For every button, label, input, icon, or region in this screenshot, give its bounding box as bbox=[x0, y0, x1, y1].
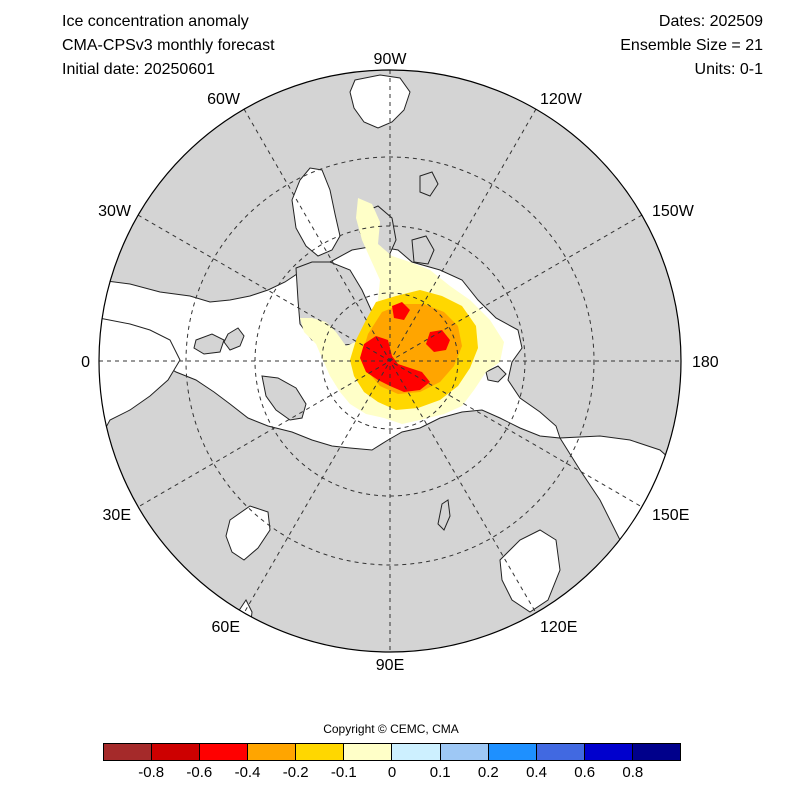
map-title: Ice concentration anomaly bbox=[62, 13, 249, 30]
header-right: Dates: 202509 Ensemble Size = 21 Units: … bbox=[620, 12, 763, 84]
label-30e: 30E bbox=[103, 507, 131, 524]
initial-date: Initial date: 20250601 bbox=[62, 61, 216, 78]
units-label: Units: 0-1 bbox=[694, 61, 763, 78]
label-150w: 150W bbox=[652, 203, 695, 220]
header-left: Ice concentration anomaly CMA-CPSv3 mont… bbox=[62, 12, 275, 84]
forecast-dates: Dates: 202509 bbox=[658, 13, 763, 30]
anomaly-red-patch bbox=[426, 330, 450, 352]
longitude-labels: 90W 120W 150W 180 150E 120E 90E 60E 30E … bbox=[81, 51, 719, 674]
victoria-island bbox=[419, 171, 439, 197]
colorbar-cell bbox=[392, 744, 441, 760]
colorbar-cell bbox=[200, 744, 249, 760]
colorbar-tick-label: -0.1 bbox=[330, 764, 357, 781]
colorbar-cell bbox=[440, 744, 489, 760]
sakhalin bbox=[437, 499, 451, 531]
colorbar-cell bbox=[584, 744, 633, 760]
anomaly-fields bbox=[300, 198, 504, 424]
label-120e: 120E bbox=[540, 619, 577, 636]
meridian-150w-30e bbox=[137, 214, 643, 508]
baffin-bay bbox=[291, 167, 341, 257]
colorbar-tick-labels: -0.8 -0.6 -0.4 -0.2 -0.1 0 0.1 0.2 0.4 0.6 0.8 bbox=[0, 764, 800, 784]
iceland bbox=[193, 333, 225, 355]
label-60w: 60W bbox=[207, 91, 241, 108]
colorbar-cell bbox=[536, 744, 585, 760]
colorbar-tick-label: 0.4 bbox=[526, 764, 547, 781]
label-90e: 90E bbox=[376, 657, 404, 674]
copyright-text: Copyright © CEMC, CMA bbox=[323, 722, 459, 736]
colorbar-tick-label: 0.6 bbox=[574, 764, 596, 781]
colorbar-cell bbox=[104, 744, 153, 760]
colorbar-tick-label: -0.4 bbox=[234, 764, 261, 781]
colorbar-tick-label: -0.8 bbox=[138, 764, 165, 781]
novaya-zemlya bbox=[261, 375, 307, 421]
colorbar-cell bbox=[296, 744, 345, 760]
latitude-circle-80 bbox=[321, 292, 459, 430]
colorbar-cell bbox=[488, 744, 537, 760]
sea-of-okhotsk bbox=[499, 529, 561, 613]
svalbard bbox=[223, 327, 245, 351]
colorbar-tick-label: 0.8 bbox=[622, 764, 644, 781]
polar-map: 90W 120W 150W 180 150E 120E 90E 60E 30E … bbox=[81, 51, 719, 674]
colorbar-cell bbox=[344, 744, 393, 760]
label-30w: 30W bbox=[98, 203, 132, 220]
label-120w: 120W bbox=[540, 91, 583, 108]
latitude-circle-60 bbox=[185, 156, 595, 566]
colorbar-tick-label: 0.1 bbox=[429, 764, 451, 781]
label-0: 0 bbox=[81, 354, 90, 371]
colorbar-cell bbox=[248, 744, 297, 760]
model-name: CMA-CPSv3 monthly forecast bbox=[62, 37, 275, 54]
colorbar-cell bbox=[632, 744, 680, 760]
colorbar-tick-label: 0 bbox=[387, 764, 397, 781]
baltic-sea bbox=[225, 505, 271, 561]
label-90w: 90W bbox=[374, 51, 408, 68]
banks-island bbox=[411, 235, 435, 265]
colorbar-tick-label: -0.6 bbox=[186, 764, 213, 781]
ensemble-size: Ensemble Size = 21 bbox=[620, 37, 763, 54]
graticule bbox=[99, 70, 681, 652]
label-180: 180 bbox=[692, 354, 719, 371]
colorbar-tick-label: -0.2 bbox=[282, 764, 309, 781]
colorbar-cell bbox=[152, 744, 201, 760]
map-boundary bbox=[98, 69, 682, 653]
hudson-bay bbox=[349, 74, 411, 129]
colorbar bbox=[103, 743, 681, 761]
colorbar-tick-label: 0.2 bbox=[477, 764, 499, 781]
anomaly-red-north bbox=[392, 302, 410, 320]
new-siberian-islands bbox=[485, 365, 507, 383]
label-150e: 150E bbox=[652, 507, 689, 524]
label-60e: 60E bbox=[212, 619, 240, 636]
